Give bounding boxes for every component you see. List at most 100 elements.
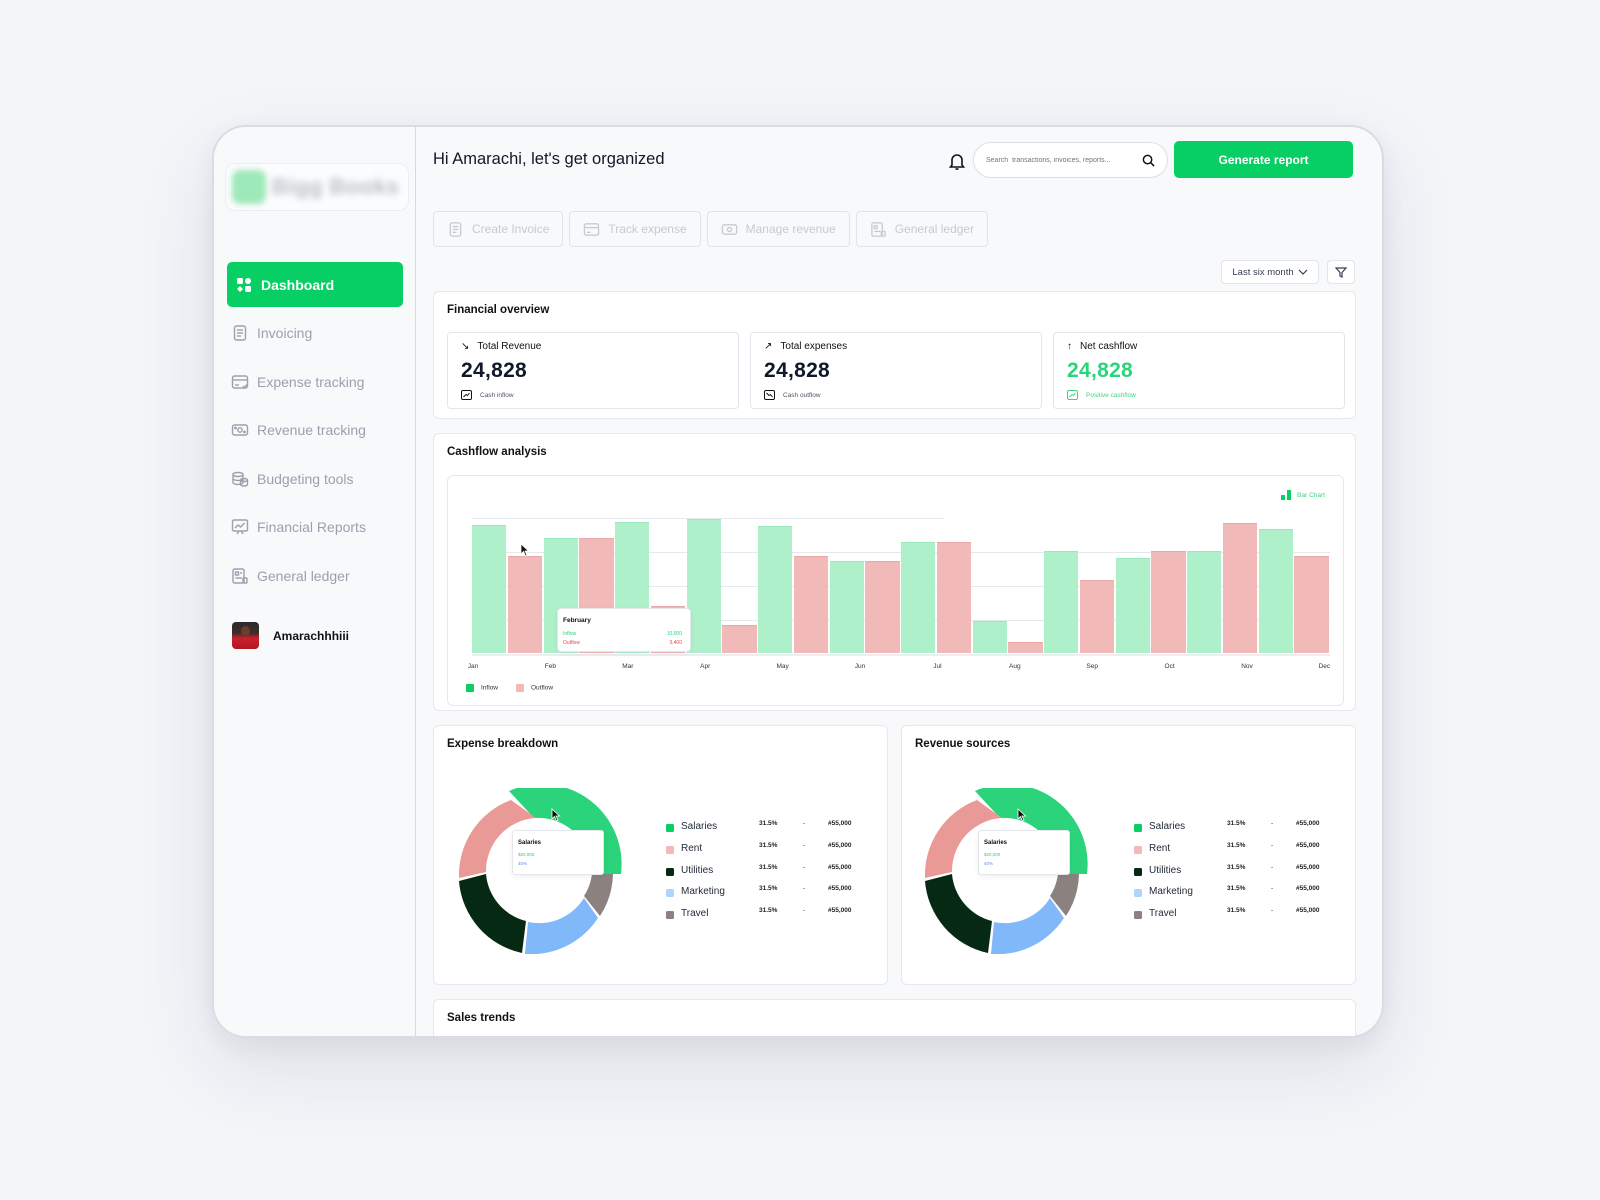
bar-outflow[interactable] (1294, 556, 1329, 653)
quick-action-label: Track expense (608, 222, 687, 236)
tooltip-title: February (563, 617, 591, 624)
legend-separator: - (1271, 841, 1274, 849)
kpi-total-revenue[interactable]: ↘ Total Revenue 24,828 Cash inflow (447, 332, 739, 409)
legend-row[interactable]: Utilities 31.5% - #55,000 (1134, 864, 1334, 886)
sidebar-item-expense-tracking[interactable]: Expense tracking (227, 359, 403, 404)
legend-name: Travel (1149, 908, 1177, 920)
legend-percent: 31.5% (1227, 841, 1246, 849)
bar-inflow[interactable] (1044, 551, 1079, 653)
legend-row[interactable]: Rent 31.5% - #55,000 (666, 842, 866, 864)
sidebar-item-label: General ledger (257, 568, 350, 585)
manage-revenue-button[interactable]: Manage revenue (706, 211, 850, 247)
generate-report-button[interactable]: Generate report (1174, 141, 1353, 178)
bar-inflow[interactable] (901, 542, 936, 653)
mouse-cursor-icon (551, 808, 561, 822)
quick-action-label: Create Invoice (472, 222, 550, 236)
sidebar-item-dashboard[interactable]: Dashboard (227, 262, 403, 307)
expense-breakdown-card: Expense breakdown Salaries $20,000 40% S… (433, 725, 888, 985)
legend-label: Inflow (481, 684, 498, 692)
chevron-down-icon (1298, 269, 1308, 275)
section-title: Expense breakdown (447, 738, 559, 750)
kpi-label: Net cashflow (1080, 341, 1138, 352)
bar-inflow[interactable] (1258, 529, 1293, 653)
chart-legend: Inflow Outflow (466, 684, 553, 692)
legend-row[interactable]: Utilities 31.5% - #55,000 (666, 864, 866, 886)
bar-outflow[interactable] (793, 556, 829, 653)
legend-row[interactable]: Marketing 31.5% - #55,000 (1134, 885, 1334, 907)
presentation-chart-icon (231, 519, 249, 535)
sidebar-item-general-ledger[interactable]: General ledger (227, 554, 403, 599)
plot-area: February Inflow 10,000 Outflow 3,400 (472, 518, 1330, 656)
search-icon[interactable] (1142, 154, 1155, 167)
bar-outflow[interactable] (1008, 642, 1043, 653)
sidebar-item-revenue-tracking[interactable]: Revenue tracking (227, 408, 403, 453)
legend-swatch (666, 889, 674, 898)
bar-inflow[interactable] (472, 525, 507, 653)
chart-type-label: Bar Chart (1297, 491, 1325, 499)
legend-row[interactable]: Travel 31.5% - #55,000 (666, 907, 866, 929)
sidebar: Bigg Books Dashboard Invoicing Expense t… (214, 127, 416, 1036)
bar-outflow[interactable] (722, 625, 757, 653)
bar-outflow[interactable] (936, 542, 972, 653)
legend-amount: #55,000 (828, 907, 852, 915)
bar-inflow[interactable] (829, 561, 864, 653)
cashflow-analysis-card: Cashflow analysis Bar Chart February Inf… (433, 433, 1356, 711)
general-ledger-button[interactable]: General ledger (855, 211, 989, 247)
legend-amount: #55,000 (1296, 841, 1320, 849)
legend-swatch (666, 824, 674, 832)
legend-row[interactable]: Rent 31.5% - #55,000 (1134, 842, 1334, 864)
sidebar-item-financial-reports[interactable]: Financial Reports (227, 505, 403, 550)
avatar (232, 622, 259, 649)
filter-icon (1335, 266, 1347, 278)
ledger-icon (870, 221, 886, 237)
kpi-subtext: Cash outflow (783, 391, 821, 399)
search-box[interactable] (973, 142, 1168, 178)
legend-percent: 31.5% (1227, 820, 1246, 827)
bar-outflow[interactable] (1079, 580, 1115, 653)
user-profile[interactable]: Amarachhhiii (232, 622, 349, 649)
legend-row[interactable]: Salaries 31.5% - #55,000 (666, 820, 866, 842)
legend-row[interactable]: Salaries 31.5% - #55,000 (1134, 820, 1334, 842)
cash-icon (231, 424, 249, 436)
logo-mark-icon (232, 170, 266, 204)
legend-percent: 31.5% (759, 907, 778, 915)
kpi-net-cashflow[interactable]: ↑ Net cashflow 24,828 Positive cashflow (1053, 332, 1345, 409)
bar-outflow[interactable] (507, 556, 543, 653)
track-expense-button[interactable]: Track expense (569, 211, 701, 247)
bell-icon[interactable] (948, 151, 966, 171)
sidebar-item-label: Budgeting tools (257, 470, 354, 487)
search-input[interactable] (986, 156, 1142, 164)
bar-inflow[interactable] (972, 621, 1007, 653)
tooltip-amount: $20,000 (984, 852, 1001, 857)
chart-type-toggle[interactable]: Bar Chart (1281, 490, 1325, 500)
x-axis-labels: Jan Feb Mar Apr May Jun Jul Aug Sep Oct Nov Dec (461, 663, 1331, 673)
legend-separator: - (1271, 820, 1274, 827)
sidebar-item-budgeting-tools[interactable]: Budgeting tools (227, 456, 403, 501)
legend-separator: - (1271, 863, 1274, 871)
kpi-total-expenses[interactable]: ↗ Total expenses 24,828 Cash outflow (750, 332, 1042, 409)
filter-button[interactable] (1327, 260, 1355, 284)
x-axis-label: Oct (1164, 663, 1175, 670)
legend-inflow[interactable]: Inflow (466, 684, 498, 692)
bar-inflow[interactable] (1187, 551, 1222, 653)
legend-outflow[interactable]: Outflow (515, 684, 553, 692)
sidebar-item-label: Revenue tracking (257, 422, 366, 439)
bar-inflow[interactable] (1115, 558, 1150, 653)
legend-percent: 31.5% (1227, 863, 1246, 871)
bar-inflow[interactable] (758, 526, 793, 653)
brand-logo[interactable]: Bigg Books (225, 163, 409, 211)
legend-separator: - (803, 863, 806, 871)
bar-outflow[interactable] (1151, 551, 1186, 653)
legend-row[interactable]: Marketing 31.5% - #55,000 (666, 885, 866, 907)
bar-outflow[interactable] (865, 561, 900, 653)
period-select[interactable]: Last six month (1221, 260, 1319, 284)
bar-outflow[interactable] (1222, 523, 1258, 653)
legend-row[interactable]: Travel 31.5% - #55,000 (1134, 907, 1334, 929)
legend-percent: 31.5% (759, 820, 778, 827)
bar-inflow[interactable] (686, 519, 721, 653)
cashflow-chart: Bar Chart February Inflow 10,000 Outflow 3… (447, 475, 1344, 706)
legend-separator: - (803, 820, 806, 827)
create-invoice-button[interactable]: Create Invoice (433, 211, 564, 247)
quick-action-label: Manage revenue (745, 222, 836, 236)
sidebar-item-invoicing[interactable]: Invoicing (227, 311, 403, 356)
